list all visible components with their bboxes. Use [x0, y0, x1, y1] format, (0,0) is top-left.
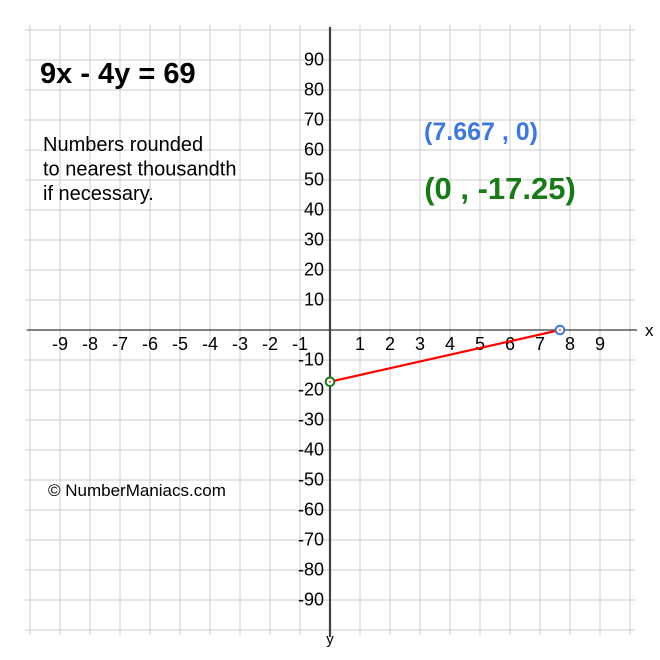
svg-text:-2: -2: [262, 334, 278, 354]
svg-text:-5: -5: [172, 334, 188, 354]
svg-text:(7.667 , 0): (7.667 , 0): [424, 118, 538, 146]
svg-text:-8: -8: [82, 334, 98, 354]
svg-text:2: 2: [385, 334, 395, 354]
svg-text:-70: -70: [298, 530, 324, 550]
svg-text:5: 5: [475, 334, 485, 354]
svg-text:60: 60: [304, 140, 324, 160]
svg-text:-6: -6: [142, 334, 158, 354]
svg-text:9: 9: [595, 334, 605, 354]
svg-text:Numbers rounded: Numbers rounded: [43, 134, 203, 156]
svg-text:to nearest thousandth: to nearest thousandth: [43, 159, 236, 181]
svg-text:-4: -4: [202, 334, 218, 354]
svg-text:9x - 4y = 69: 9x - 4y = 69: [40, 58, 196, 90]
svg-text:-20: -20: [298, 380, 324, 400]
svg-text:-90: -90: [298, 590, 324, 610]
svg-text:30: 30: [304, 230, 324, 250]
svg-text:-50: -50: [298, 470, 324, 490]
svg-text:-60: -60: [298, 500, 324, 520]
svg-text:80: 80: [304, 80, 324, 100]
svg-text:7: 7: [535, 334, 545, 354]
svg-text:10: 10: [304, 290, 324, 310]
svg-text:1: 1: [355, 334, 365, 354]
svg-text:20: 20: [304, 260, 324, 280]
svg-text:-3: -3: [232, 334, 248, 354]
svg-text:-9: -9: [52, 334, 68, 354]
svg-text:90: 90: [304, 50, 324, 70]
svg-text:y: y: [326, 631, 334, 648]
svg-text:© NumberManiacs.com: © NumberManiacs.com: [48, 481, 226, 500]
svg-text:40: 40: [304, 200, 324, 220]
svg-text:if necessary.: if necessary.: [43, 183, 154, 205]
svg-text:8: 8: [565, 334, 575, 354]
svg-text:(0 , -17.25): (0 , -17.25): [424, 171, 576, 206]
svg-text:-10: -10: [298, 350, 324, 370]
svg-text:-30: -30: [298, 410, 324, 430]
svg-text:3: 3: [415, 334, 425, 354]
svg-text:-7: -7: [112, 334, 128, 354]
svg-text:50: 50: [304, 170, 324, 190]
svg-text:-80: -80: [298, 560, 324, 580]
svg-text:-40: -40: [298, 440, 324, 460]
svg-text:x: x: [645, 321, 654, 340]
svg-text:70: 70: [304, 110, 324, 130]
svg-text:4: 4: [445, 334, 455, 354]
svg-text:6: 6: [505, 334, 515, 354]
